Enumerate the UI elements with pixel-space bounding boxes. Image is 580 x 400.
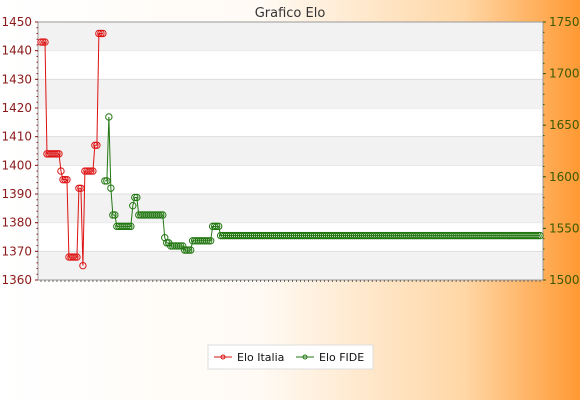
elo-italia-point (77, 184, 85, 192)
elo-fide-point (123, 222, 131, 231)
elo-italia-point (39, 38, 47, 46)
elo-fide-point (155, 211, 163, 219)
elo-fide-point (536, 231, 544, 240)
elo-fide-point (214, 222, 223, 231)
elo-italia-point (63, 175, 71, 184)
elo-fide-point (159, 211, 167, 219)
legend-item-elo-italia: Elo Italia (214, 351, 284, 364)
elo-italia-point (93, 141, 101, 149)
elo-fide-point (187, 246, 195, 254)
elo-italia-point (53, 150, 61, 158)
elo-italia-point (69, 253, 77, 261)
grid-band (38, 136, 543, 166)
left-tick-label: 1410 (1, 130, 32, 144)
right-tick-label: 1500 (549, 273, 580, 287)
right-tick-label: 1550 (549, 221, 580, 235)
elo-fide-point (131, 193, 139, 202)
elo-italia-point (55, 150, 63, 158)
elo-italia-point (85, 167, 93, 175)
plot-background (37, 21, 544, 281)
right-tick-label: 1600 (549, 170, 580, 184)
elo-italia-point (89, 167, 97, 175)
left-y-axis: 1360 1370 1380 1390 1400 1410 1420 1430 1440 1450 (1, 15, 38, 287)
elo-italia-point (75, 184, 83, 192)
elo-fide-point (101, 177, 109, 185)
right-tick-label: 1650 (549, 118, 580, 132)
left-tick-label: 1450 (1, 15, 32, 29)
elo-fide-point (111, 211, 119, 219)
right-tick-label: 1700 (549, 67, 580, 81)
series-elo-italia (37, 29, 107, 270)
grid-band (38, 22, 543, 51)
elo-fide-point (185, 246, 193, 254)
elo-italia-point (37, 38, 45, 46)
elo-fide-point (206, 237, 215, 245)
elo-italia-point (71, 253, 79, 261)
elo-fide-point (127, 222, 135, 231)
elo-fide-point (177, 242, 185, 250)
elo-fide-point (532, 231, 540, 240)
elo-italia-point (57, 167, 65, 175)
legend: Elo Italia Elo FIDE (207, 344, 374, 370)
elo-fide-point (210, 222, 219, 231)
chart-title: Grafico Elo (255, 6, 326, 21)
elo-italia-point (59, 175, 67, 184)
left-tick-label: 1430 (1, 72, 32, 86)
left-tick-label: 1400 (1, 158, 32, 172)
legend-label-elo-fide: Elo FIDE (319, 351, 364, 364)
elo-italia-point (87, 167, 95, 175)
series-elo-fide (101, 113, 544, 254)
elo-italia-point (73, 253, 81, 261)
legend-item-elo-fide: Elo FIDE (296, 351, 364, 364)
elo-fide-point (105, 113, 113, 121)
right-tick-label: 1750 (549, 15, 580, 29)
elo-fide-point (103, 177, 111, 185)
elo-italia-point (61, 175, 69, 184)
elo-fide-point (161, 233, 169, 242)
left-tick-label: 1380 (1, 216, 32, 230)
elo-fide-point (179, 242, 187, 250)
right-y-axis: 1500 1550 1600 1650 1700 1750 (543, 15, 580, 287)
grid-band (38, 251, 543, 280)
elo-italia-point (97, 29, 105, 38)
left-tick-label: 1360 (1, 273, 32, 287)
legend-label-elo-italia: Elo Italia (237, 351, 284, 364)
elo-fide-point (109, 211, 117, 219)
elo-italia-point (79, 261, 87, 270)
x-axis (40, 280, 541, 282)
elo-fide-point (204, 237, 213, 245)
elo-fide-point (129, 201, 137, 210)
elo-italia-point (51, 150, 59, 158)
left-tick-label: 1440 (1, 44, 32, 58)
elo-fide-point (125, 222, 133, 231)
elo-italia-point (95, 29, 103, 38)
left-tick-label: 1370 (1, 244, 32, 258)
elo-fide-point (157, 211, 165, 219)
grid-band (38, 79, 543, 108)
elo-fide-point (133, 193, 141, 202)
left-tick-label: 1390 (1, 187, 32, 201)
elo-fide-point (202, 237, 211, 245)
left-tick-label: 1420 (1, 101, 32, 115)
elo-fide-point (175, 242, 183, 250)
elo-italia-point (91, 141, 99, 149)
grid-band (38, 194, 543, 223)
elo-italia-point (41, 38, 49, 46)
elo-fide-point (534, 231, 542, 240)
plot-border (37, 21, 544, 281)
elo-fide-point (107, 184, 115, 192)
elo-fide-point (212, 222, 221, 231)
legend-box (207, 344, 374, 370)
elo-italia-point (99, 29, 107, 38)
elo-fide-point (183, 246, 191, 254)
